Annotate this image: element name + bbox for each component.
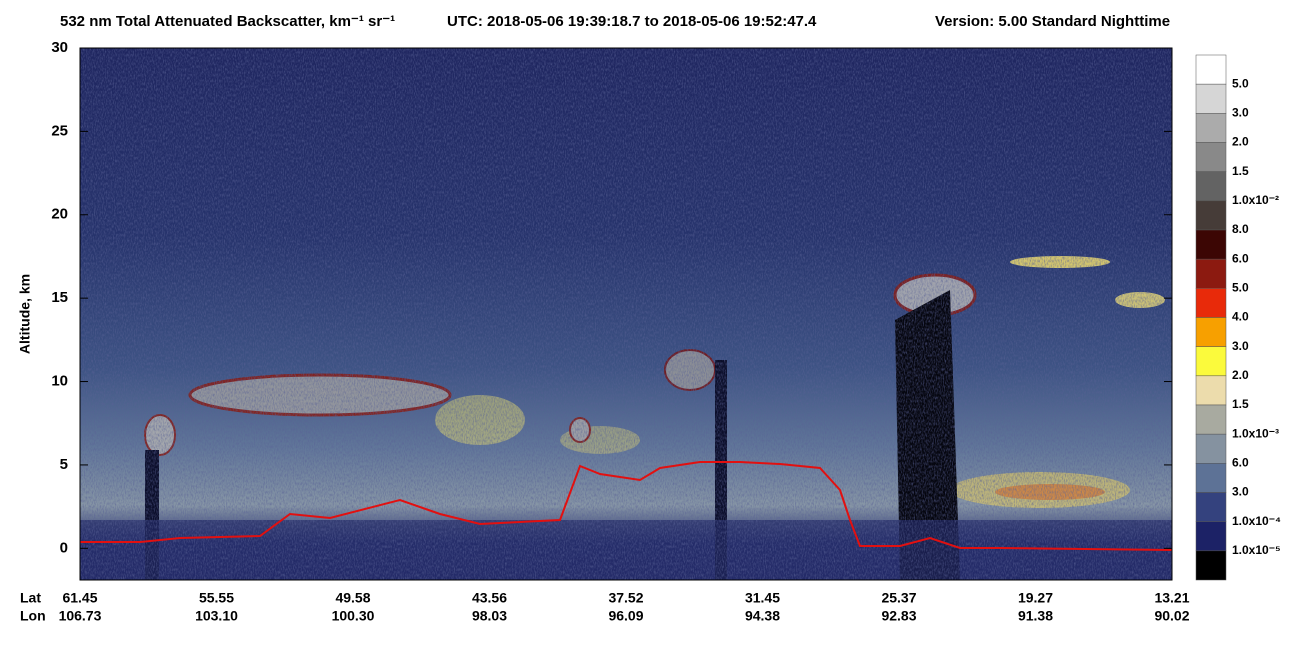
colorbar-swatch (1195, 463, 1227, 493)
colorbar-swatch (1195, 288, 1227, 318)
colorbar-label: 1.0x10⁻³ (1232, 426, 1279, 440)
colorbar-label: 3.0 (1232, 485, 1249, 499)
colorbar-swatch (1195, 142, 1227, 172)
y-tick-label: 15 (51, 289, 68, 306)
colorbar-label: 5.0 (1232, 76, 1249, 90)
x-tick-label: 94.38 (745, 608, 780, 624)
colorbar-swatch (1195, 317, 1227, 347)
colorbar-swatch (1195, 258, 1227, 289)
colorbar-label: 1.0x10⁻⁵ (1232, 543, 1281, 557)
colorbar-swatch (1195, 171, 1227, 202)
colorbar-label: 4.0 (1232, 310, 1249, 324)
x-tick-label: 61.45 (62, 590, 97, 606)
colorbar-swatch (1195, 346, 1227, 377)
colorbar-label: 1.5 (1232, 164, 1249, 178)
colorbar-swatch (1195, 521, 1227, 552)
version: Version: 5.00 Standard Nighttime (935, 13, 1170, 30)
colorbar-label: 1.5 (1232, 397, 1249, 411)
y-axis-label: Altitude, km (17, 274, 33, 354)
x-row-name: Lon (20, 608, 46, 624)
x-tick-label: 31.45 (745, 590, 780, 606)
colorbar-swatch (1195, 404, 1227, 435)
curtain-image (79, 47, 1173, 581)
x-tick-label: 13.21 (1154, 590, 1189, 606)
x-tick-label: 103.10 (195, 608, 238, 624)
x-row-name: Lat (20, 590, 41, 606)
colorbar-label: 6.0 (1232, 456, 1249, 470)
colorbar-swatch (1195, 200, 1227, 231)
colorbar-swatch (1195, 83, 1227, 114)
x-tick-label: 90.02 (1154, 608, 1189, 624)
colorbar-label: 2.0 (1232, 368, 1249, 382)
colorbar-swatch (1195, 113, 1227, 143)
colorbar-label: 2.0 (1232, 135, 1249, 149)
y-tick-label: 5 (60, 456, 68, 473)
x-tick-label: 55.55 (199, 590, 234, 606)
x-tick-label: 100.30 (332, 608, 375, 624)
colorbar-label: 8.0 (1232, 222, 1249, 236)
colorbar-label: 1.0x10⁻² (1232, 193, 1279, 207)
x-tick-label: 43.56 (472, 590, 507, 606)
colorbar-label: 3.0 (1232, 339, 1249, 353)
colorbar-swatch (1195, 550, 1227, 581)
x-tick-label: 98.03 (472, 608, 507, 624)
x-tick-label: 19.27 (1018, 590, 1053, 606)
x-tick-label: 25.37 (881, 590, 916, 606)
y-tick-label: 25 (51, 122, 68, 139)
colorbar-swatch (1195, 54, 1227, 85)
colorbar-swatch (1195, 229, 1227, 260)
x-tick-label: 91.38 (1018, 608, 1053, 624)
colorbar-swatch (1195, 433, 1227, 464)
colorbar-label: 6.0 (1232, 251, 1249, 265)
colorbar-swatch (1195, 492, 1227, 522)
colorbar-label: 1.0x10⁻⁴ (1232, 514, 1281, 528)
utc-range: UTC: 2018-05-06 19:39:18.7 to 2018-05-06… (447, 13, 817, 30)
x-tick-label: 37.52 (608, 590, 643, 606)
y-tick-label: 20 (51, 206, 68, 223)
colorbar-swatch (1195, 375, 1227, 406)
y-tick-label: 10 (51, 373, 68, 390)
title: 532 nm Total Attenuated Backscatter, km⁻… (60, 13, 395, 30)
y-tick-label: 0 (60, 539, 68, 556)
x-tick-label: 49.58 (335, 590, 370, 606)
y-tick-label: 30 (51, 39, 68, 56)
colorbar-label: 3.0 (1232, 106, 1249, 120)
x-tick-label: 96.09 (608, 608, 643, 624)
x-tick-label: 92.83 (881, 608, 916, 624)
colorbar-label: 5.0 (1232, 281, 1249, 295)
x-tick-label: 106.73 (59, 608, 102, 624)
